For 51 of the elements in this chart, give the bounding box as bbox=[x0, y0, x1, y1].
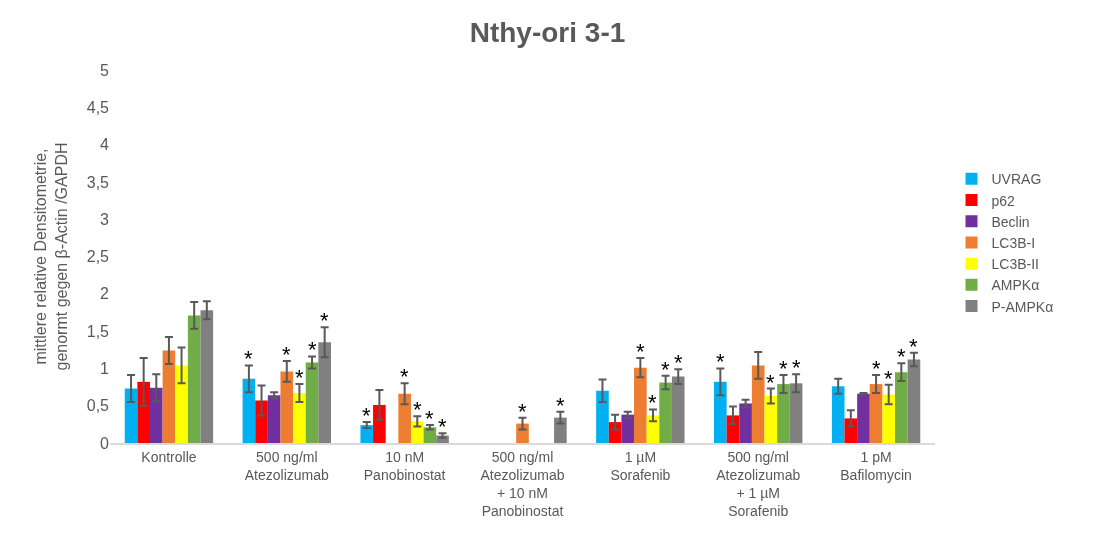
y-tick-label: 0 bbox=[100, 434, 110, 452]
data-label: * bbox=[362, 403, 371, 428]
data-label: * bbox=[244, 346, 253, 371]
x-tick-label: 1 pM Bafilomycin bbox=[840, 448, 912, 483]
data-label: * bbox=[518, 399, 527, 424]
data-label: * bbox=[295, 365, 304, 390]
x-tick-label: 10 nM Panobinostat bbox=[363, 448, 446, 483]
y-tick-label: 2,5 bbox=[86, 248, 110, 266]
data-label: * bbox=[413, 397, 422, 422]
y-axis-title: mittlere relative Densitometrie, genormt gegen β-Actin /GAPDH bbox=[31, 142, 70, 371]
data-label: * bbox=[779, 356, 788, 381]
y-tick-label: 5 bbox=[100, 61, 110, 79]
chart-title: Nthy-ori 3-1 bbox=[469, 16, 626, 48]
legend-label: P-AMPKα bbox=[991, 298, 1054, 315]
x-tick-label: Kontrolle bbox=[141, 448, 197, 465]
data-label: * bbox=[282, 342, 291, 367]
y-tick-label: 2 bbox=[100, 285, 110, 303]
data-label: * bbox=[766, 370, 775, 395]
y-tick-label: 3 bbox=[100, 210, 110, 228]
x-tick-label: 500 ng/ml Atezolizumab + 10 nM Panobinostat bbox=[480, 448, 565, 520]
data-label: * bbox=[438, 414, 447, 439]
data-label: * bbox=[308, 337, 317, 362]
legend-label: p62 bbox=[991, 192, 1016, 209]
data-label: * bbox=[648, 390, 657, 415]
x-tick-label: 500 ng/ml Atezolizumab + 1 µM Sorafenib bbox=[716, 448, 801, 520]
data-label: * bbox=[636, 339, 645, 364]
y-tick-label: 0,5 bbox=[86, 397, 110, 415]
y-tick-label: 4,5 bbox=[86, 98, 110, 116]
data-label: * bbox=[425, 406, 434, 431]
legend-label: LC3B-II bbox=[991, 256, 1039, 273]
legend-label: Beclin bbox=[991, 213, 1030, 230]
data-label: * bbox=[909, 334, 918, 359]
y-tick-label: 4 bbox=[100, 136, 110, 154]
y-tick-label: 3,5 bbox=[86, 173, 110, 191]
data-label: * bbox=[897, 344, 906, 369]
data-label: * bbox=[320, 308, 329, 333]
data-label: * bbox=[792, 355, 801, 380]
legend-label: AMPKα bbox=[991, 277, 1040, 294]
data-label: * bbox=[556, 393, 565, 418]
data-label: * bbox=[716, 349, 725, 374]
y-tick-label: 1 bbox=[100, 360, 110, 377]
data-label: * bbox=[884, 366, 893, 391]
data-label: * bbox=[872, 356, 881, 381]
legend-label: UVRAG bbox=[991, 171, 1042, 188]
x-tick-label: 1 µM Sorafenib bbox=[610, 448, 671, 483]
legend-label: LC3B-I bbox=[991, 234, 1036, 251]
data-label: * bbox=[400, 364, 409, 389]
data-label: * bbox=[674, 350, 683, 375]
data-label: * bbox=[661, 357, 670, 382]
y-tick-label: 1,5 bbox=[86, 322, 110, 340]
x-tick-label: 500 ng/ml Atezolizumab bbox=[244, 448, 330, 483]
